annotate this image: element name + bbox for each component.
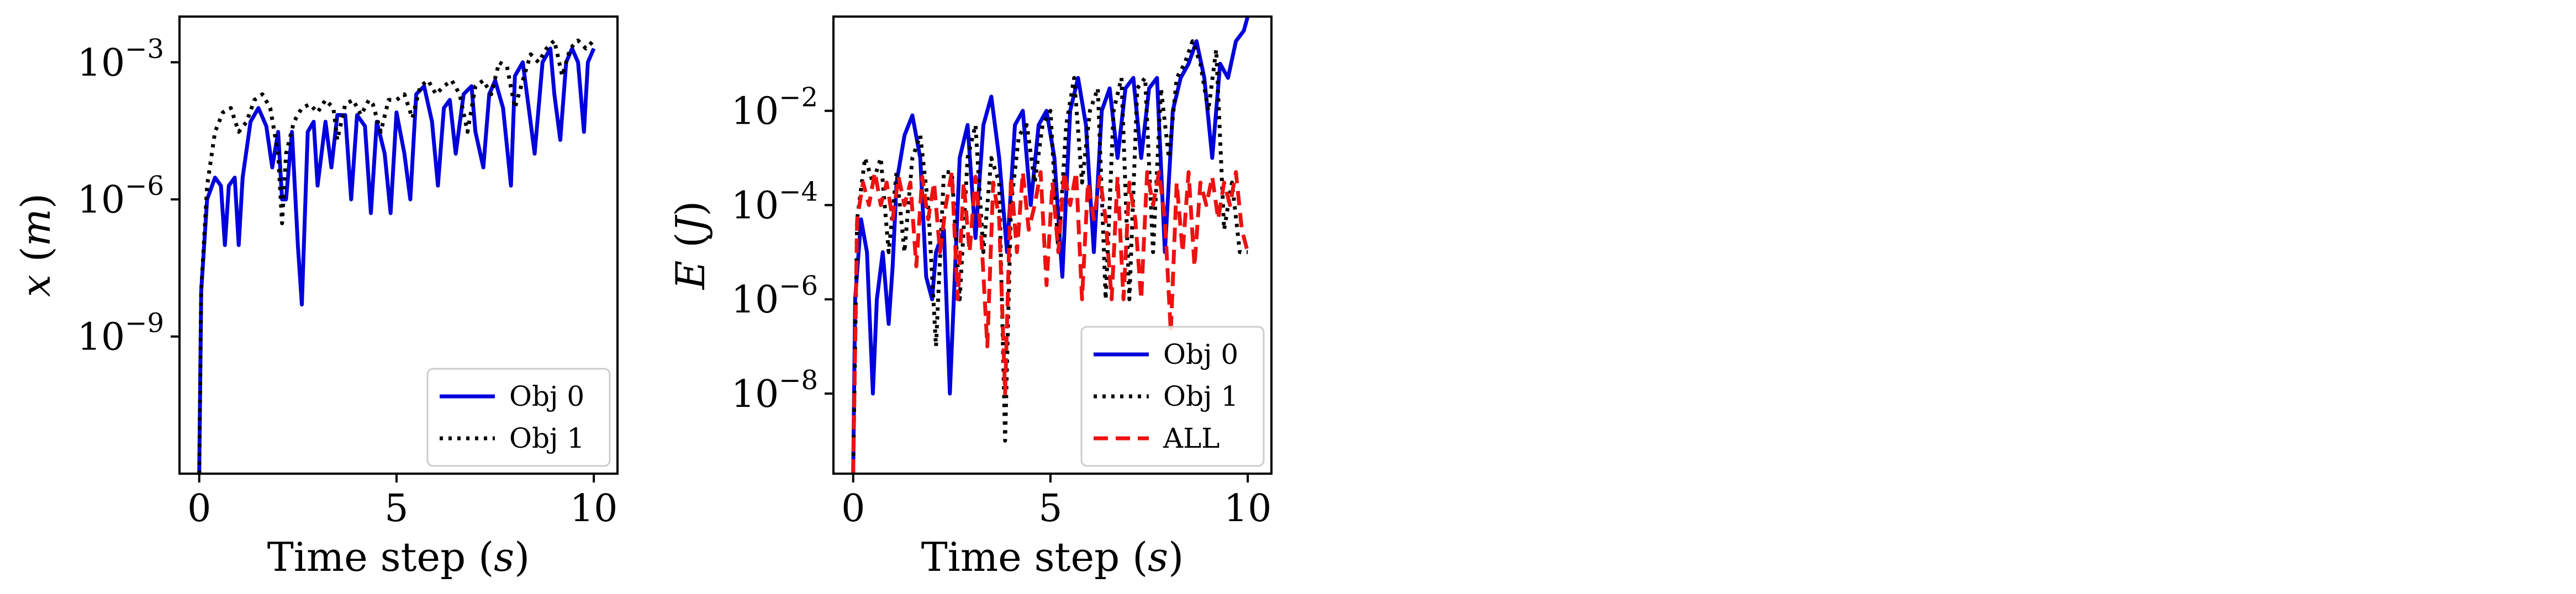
axes-frame <box>178 15 619 475</box>
series-line-obj-0 <box>197 46 596 474</box>
y-tick-label: 10−9 <box>77 308 164 359</box>
y-tick-label: 10−3 <box>77 34 164 85</box>
x-axis-label: Time step (s) <box>267 534 530 580</box>
x-axis-label: Time step (s) <box>921 534 1184 580</box>
legend-label: Obj 0 <box>509 380 584 412</box>
x-tick-label: 5 <box>1038 487 1062 531</box>
x-tick-label: 10 <box>570 487 618 531</box>
x-tick-label: 0 <box>841 487 865 531</box>
y-tick-label: 10−4 <box>731 176 818 227</box>
legend: Obj 0 Obj 1 <box>426 368 611 467</box>
legend-label: ALL <box>1163 422 1220 454</box>
y-axis-label: x (m) <box>13 193 59 297</box>
chart-panel-energy: 0 5 10 10−8 10−6 10−4 10−2 Time step (s) E (J) Ob… <box>667 15 1273 580</box>
x-tick-label: 10 <box>1224 487 1272 531</box>
series-line-obj-1 <box>197 38 595 474</box>
x-tick-label: 5 <box>384 487 408 531</box>
x-tick-label: 0 <box>187 487 211 531</box>
legend-box <box>426 368 611 467</box>
y-tick-label: 10−2 <box>731 82 818 134</box>
plot-area <box>197 38 596 474</box>
plot-area <box>851 17 1250 474</box>
series-line-all <box>851 170 1250 474</box>
y-tick-label: 10−8 <box>731 365 818 416</box>
legend: Obj 0 Obj 1 ALL <box>1080 326 1265 467</box>
series-line-obj-0 <box>851 17 1250 474</box>
legend-box <box>1080 326 1265 467</box>
series-line-obj-1 <box>851 39 1248 474</box>
legend-label: Obj 0 <box>1163 338 1238 370</box>
axes-frame <box>832 15 1273 475</box>
y-tick-label: 10−6 <box>77 171 164 222</box>
y-tick-label: 10−6 <box>731 271 818 322</box>
legend-label: Obj 1 <box>509 422 584 454</box>
y-axis-label: E (J) <box>667 201 714 291</box>
legend-label: Obj 1 <box>1163 380 1238 412</box>
